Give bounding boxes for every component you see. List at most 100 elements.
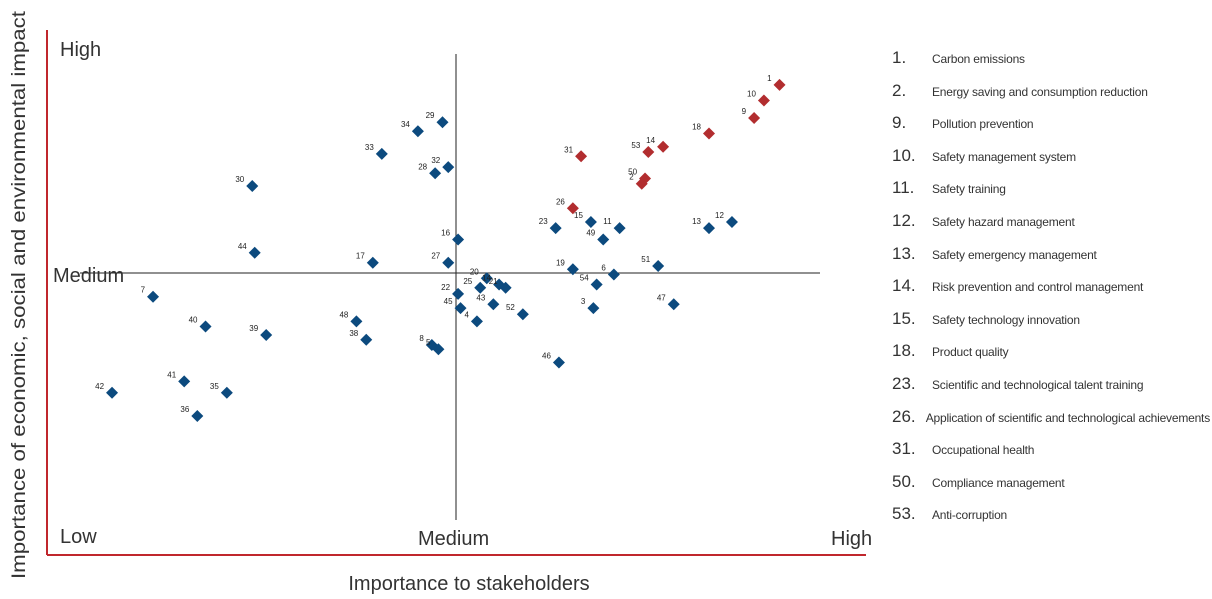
data-point-21-label: 21 (489, 277, 498, 286)
data-point-34-marker (411, 125, 424, 138)
y-tick-high: High (60, 39, 101, 61)
data-point-34-label: 34 (401, 120, 410, 129)
legend-item-label: Safety technology innovation (932, 312, 1080, 327)
data-point-1-label: 1 (767, 74, 772, 83)
legend-item-number: 50. (892, 471, 916, 491)
data-point-20-label: 20 (470, 267, 479, 276)
x-axis-title: Importance to stakeholders (348, 573, 589, 595)
data-point-45-marker (454, 302, 467, 315)
data-point-22-label: 22 (441, 283, 450, 292)
legend-item: 13. Safety emergency management (892, 244, 1210, 277)
data-point-41-label: 41 (167, 370, 176, 379)
data-point-46-label: 46 (542, 351, 551, 360)
data-point-33-marker (375, 147, 388, 160)
legend-item-label: Carbon emissions (932, 52, 1025, 66)
data-point-19-label: 19 (556, 258, 565, 267)
legend-item-label: Product quality (932, 345, 1009, 360)
legend-item-label: Pollution prevention (932, 117, 1034, 132)
legend-item: 1. Carbon emissions (892, 48, 1210, 81)
legend-item-label: Application of scientific and technologi… (925, 410, 1211, 425)
data-point-31-label: 31 (564, 145, 573, 154)
data-point-25-marker (474, 281, 487, 294)
data-point-29-label: 29 (426, 111, 435, 120)
data-point-11-marker (613, 222, 626, 235)
data-point-41-marker (178, 375, 191, 388)
data-point-36-marker (191, 409, 204, 422)
data-point-51-marker (652, 259, 665, 272)
data-point-6-marker (607, 268, 620, 281)
x-tick-medium: Medium (418, 528, 489, 550)
x-tick-high: High (831, 528, 872, 550)
y-axis-title: Importance of economic, social and envir… (9, 10, 30, 579)
data-point-17-label: 17 (356, 252, 365, 261)
legend-item-label: Safety management system (932, 149, 1076, 164)
data-point-39-label: 39 (249, 324, 258, 333)
data-point-38-marker (360, 333, 373, 346)
data-point-33-label: 33 (365, 143, 374, 152)
legend-item: 18. Product quality (892, 341, 1210, 374)
data-point-44-label: 44 (238, 242, 247, 251)
data-point-13-marker (703, 222, 715, 235)
data-point-9-marker (748, 111, 761, 124)
legend-item: 10. Safety management system (892, 146, 1210, 179)
x-tick-low: Low (60, 526, 97, 548)
data-point-16-label: 16 (441, 229, 450, 238)
data-point-48-label: 48 (339, 310, 348, 319)
data-point-19-marker (566, 263, 579, 276)
legend-item-number: 9. (892, 113, 907, 133)
data-point-23-marker (549, 222, 562, 235)
legend: 1. Carbon emissions 2. Energy saving and co… (892, 48, 1210, 537)
data-point-42-marker (106, 386, 119, 399)
data-point-4-marker (470, 315, 483, 328)
legend-item: 15. Safety technology innovation (892, 309, 1210, 342)
data-point-43-label: 43 (476, 293, 485, 302)
legend-item-number: 2. (892, 80, 907, 100)
legend-item-number: 12. (892, 210, 916, 230)
data-point-39-marker (260, 329, 273, 342)
data-point-44-marker (248, 246, 261, 259)
legend-item-label: Compliance management (932, 475, 1065, 490)
data-point-12-label: 12 (715, 211, 724, 220)
data-point-9-label: 9 (742, 107, 747, 116)
legend-item-label: Occupational health (932, 443, 1035, 458)
data-point-31-marker (575, 150, 588, 163)
data-point-54-marker (590, 278, 603, 291)
legend-item-label: Safety training (932, 182, 1006, 197)
legend-item: 50. Compliance management (892, 472, 1210, 505)
data-point-15-label: 15 (574, 211, 583, 220)
data-point-15-marker (584, 216, 597, 229)
data-point-47-marker (667, 298, 680, 311)
legend-item: 14. Risk prevention and control managemen… (892, 276, 1210, 309)
data-point-53-marker (642, 146, 655, 159)
data-point-13-label: 13 (692, 217, 701, 226)
data-point-27-marker (442, 256, 455, 269)
data-point-7-label: 7 (141, 286, 146, 295)
data-point-23-label: 23 (539, 217, 548, 226)
legend-item-label: Anti-corruption (932, 508, 1008, 523)
data-point-52-label: 52 (506, 303, 515, 312)
data-point-46-marker (552, 356, 565, 369)
data-point-52-marker (516, 308, 529, 321)
data-point-7-marker (147, 290, 160, 303)
data-point-26-marker (566, 202, 579, 215)
data-point-28-label: 28 (418, 162, 427, 171)
data-point-40-label: 40 (189, 316, 198, 325)
data-point-6-label: 6 (601, 264, 606, 273)
legend-item-number: 10. (892, 145, 916, 165)
data-point-22-marker (452, 287, 465, 300)
data-point-4-label: 4 (464, 310, 469, 319)
data-point-25-label: 25 (463, 277, 472, 286)
data-point-43-marker (487, 298, 500, 311)
data-point-42-label: 42 (95, 382, 104, 391)
data-point-29-marker (436, 116, 449, 129)
legend-item-number: 53. (892, 504, 916, 524)
data-point-28-marker (429, 167, 442, 180)
data-point-3-marker (587, 302, 600, 315)
legend-item-label: Scientific and technological talent trai… (932, 377, 1144, 392)
data-point-30-marker (246, 180, 259, 193)
data-point-2-label: 2 (629, 173, 634, 182)
legend-item-number: 23. (892, 373, 916, 393)
data-point-10-label: 10 (747, 89, 756, 98)
data-point-8-label: 8 (419, 334, 424, 343)
legend-item-number: 1. (892, 48, 907, 67)
